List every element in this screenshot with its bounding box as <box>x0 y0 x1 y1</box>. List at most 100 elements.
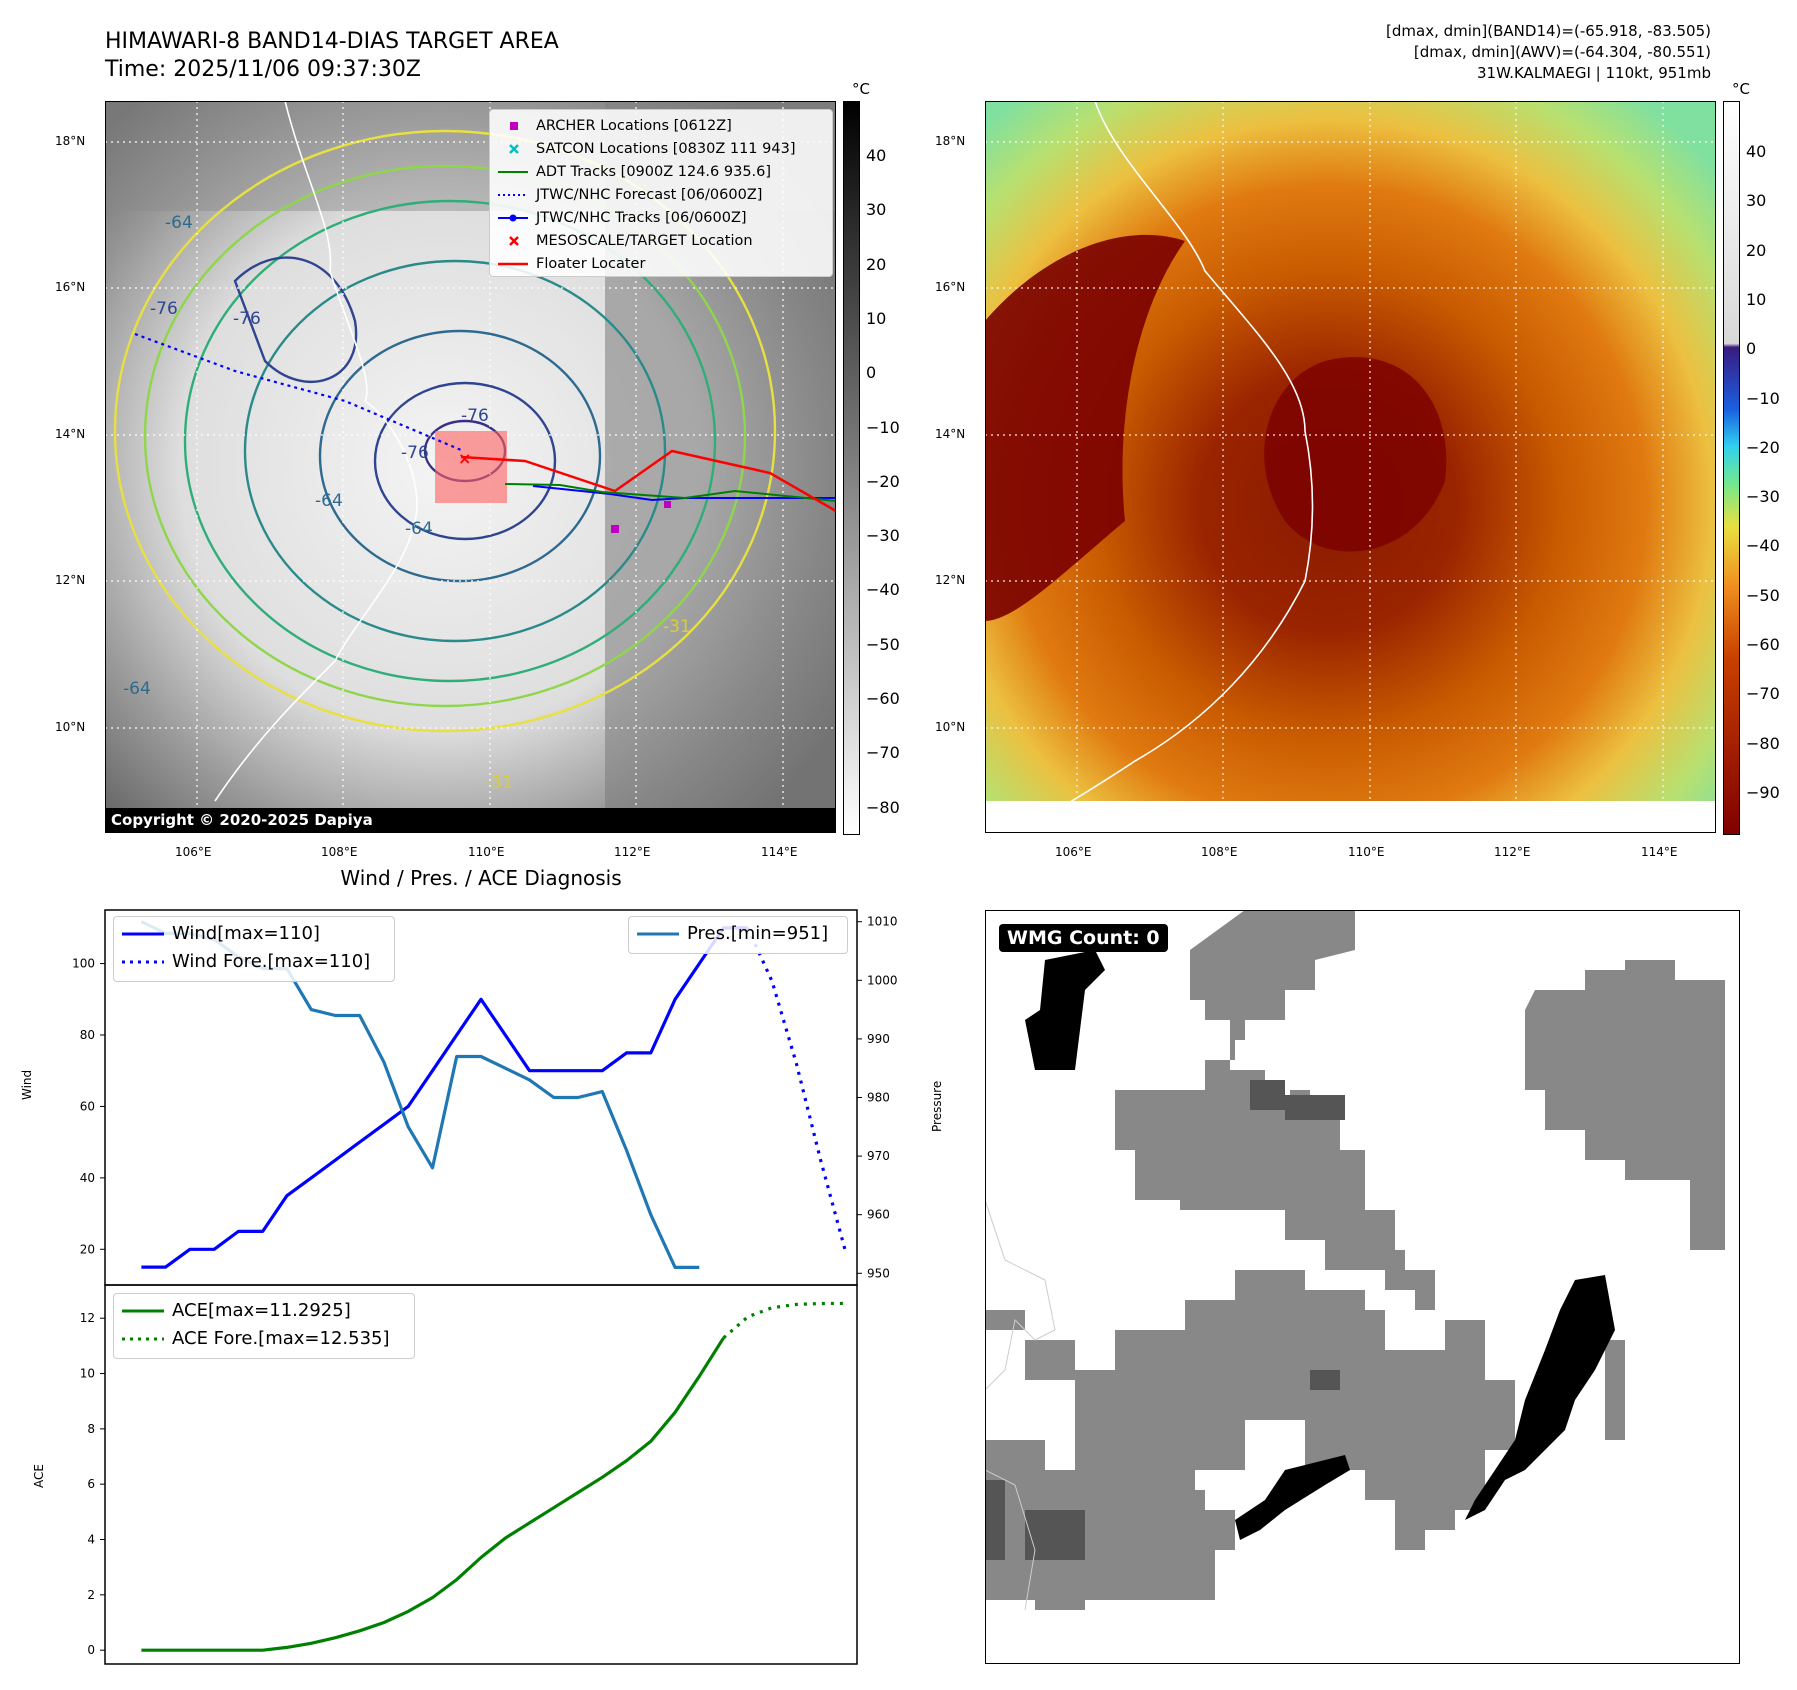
color-colorbar-tick: −90 <box>1746 782 1780 802</box>
ace-ytick-label: 2 <box>87 1588 95 1602</box>
color-map-image <box>985 100 1716 834</box>
contour-label: -31 <box>485 773 513 793</box>
wmg-frame <box>985 910 1740 1664</box>
legend-entry-archer: ARCHER Locations [0612Z] <box>498 114 828 137</box>
color-colorbar-tick: −30 <box>1746 487 1780 507</box>
color-map-panel <box>985 100 1716 834</box>
wind-axis-label: Wind <box>20 1069 34 1100</box>
pressure-line-icon <box>637 932 679 935</box>
pressure-ytick-label: 1010 <box>867 915 898 929</box>
track-line-dot-icon <box>498 214 528 221</box>
ir-colorbar-tick: 20 <box>866 254 887 274</box>
legend-entry-floater: Floater Locater <box>498 252 828 275</box>
wind-legend: Wind[max=110] Wind Fore.[max=110] <box>113 916 395 982</box>
wind-forecast-line <box>746 927 847 1250</box>
ace-forecast-line-icon <box>122 1337 164 1340</box>
ace-ytick-label: 0 <box>87 1643 95 1657</box>
legend-entry-jtwc-forecast: JTWC/NHC Forecast [06/0600Z] <box>498 183 828 206</box>
contour-label: -76 <box>401 443 429 463</box>
wind-forecast-line-icon <box>122 960 164 963</box>
target-x-icon <box>509 235 519 246</box>
legend-entry-adt: ADT Tracks [0900Z 124.6 935.6] <box>498 160 828 183</box>
lat-tick: 10°N <box>935 720 966 734</box>
pressure-axis-label: Pressure <box>930 1080 944 1132</box>
stats-line1: [dmax, dmin](BAND14)=(-65.918, -83.505) <box>1386 22 1711 40</box>
lat-tick: 14°N <box>55 427 86 441</box>
contour-label: -64 <box>315 491 343 511</box>
wmg-panel: WMG Count: 0 <box>984 910 1740 1664</box>
ir-colorbar-tick: 40 <box>866 146 887 165</box>
ir-colorbar <box>843 101 860 835</box>
ace-legend: ACE[max=11.2925] ACE Fore.[max=12.535] <box>113 1293 415 1359</box>
contour-label: -64 <box>123 679 151 699</box>
wind-pressure-plot: 20 40 60 80 100 950 960 970 980 990 1000 1010 <box>72 909 898 1286</box>
figure-title-line2: Time: 2025/11/06 09:37:30Z <box>105 57 421 82</box>
color-colorbar-tick: 30 <box>1746 191 1767 211</box>
pressure-ytick-label: 970 <box>867 1149 890 1163</box>
ir-colorbar-tick: −60 <box>866 689 900 708</box>
ace-ytick-label: 10 <box>80 1367 95 1381</box>
ir-colorbar-tick: 0 <box>866 363 877 383</box>
copyright-label: Copyright © 2020-2025 Dapiya <box>107 810 377 830</box>
legend-entry-satcon: SATCON Locations [0830Z 111 943] <box>498 137 828 160</box>
color-colorbar-tick: −50 <box>1746 585 1780 605</box>
color-colorbar-tick: −40 <box>1746 536 1780 556</box>
ace-plot: 0 2 4 6 8 10 12 <box>80 1284 858 1665</box>
color-colorbar-tick: 20 <box>1746 240 1767 260</box>
color-colorbar-tick: −70 <box>1746 684 1780 704</box>
lon-tick: 106°E <box>175 845 212 859</box>
satcon-marker-icon <box>509 143 519 154</box>
lon-tick: 110°E <box>468 845 505 859</box>
wmg-count-label: WMG Count: 0 <box>999 924 1168 952</box>
color-colorbar-tick: −10 <box>1746 388 1780 408</box>
lon-tick: 114°E <box>761 845 798 859</box>
ir-colorbar-tick: 10 <box>866 308 887 328</box>
ir-colorbar-tick: −50 <box>866 634 900 654</box>
wind-ytick-label: 40 <box>80 1171 95 1185</box>
figure-title-line1: HIMAWARI-8 BAND14-DIAS TARGET AREA <box>105 29 559 54</box>
adt-line-icon <box>498 170 528 173</box>
pressure-ytick-label: 1000 <box>867 973 898 987</box>
wind-ytick-label: 80 <box>80 1028 95 1042</box>
lat-tick: 16°N <box>935 280 966 294</box>
wind-line-icon <box>122 932 164 935</box>
ir-colorbar-tick: 30 <box>866 200 887 220</box>
archer-marker-icon <box>510 121 518 130</box>
ir-map-panel: × -76 -76 -64 -64 -64 -76 -76 -64 -31 -3… <box>105 100 837 833</box>
color-colorbar <box>1723 101 1740 835</box>
ir-map-frame <box>105 101 836 833</box>
wmg-image <box>984 910 1740 1664</box>
lat-tick: 18°N <box>55 134 86 148</box>
color-colorbar-tick: 40 <box>1746 142 1767 161</box>
lat-tick: 12°N <box>935 573 966 587</box>
color-colorbar-tick: −20 <box>1746 437 1780 457</box>
legend-entry-jtwc-tracks: JTWC/NHC Tracks [06/0600Z] <box>498 206 828 229</box>
contour-label: -31 <box>663 617 691 637</box>
ace-ytick-label: 4 <box>87 1533 95 1547</box>
ace-ytick-label: 8 <box>87 1422 95 1436</box>
pressure-legend: Pres.[min=951] <box>628 916 848 954</box>
ir-map-legend: ARCHER Locations [0612Z] SATCON Location… <box>489 109 833 277</box>
lat-tick: 10°N <box>55 720 86 734</box>
ir-colorbar-unit: °C <box>852 80 870 98</box>
stats-line3: 31W.KALMAEGI | 110kt, 951mb <box>1477 64 1711 82</box>
color-map-frame <box>985 101 1716 833</box>
pressure-ytick-label: 960 <box>867 1208 890 1222</box>
contour-label: -76 <box>461 406 489 426</box>
contour-label: -64 <box>165 213 193 233</box>
pressure-ytick-label: 980 <box>867 1091 890 1105</box>
lon-tick: 112°E <box>1494 845 1531 859</box>
lon-tick: 114°E <box>1641 845 1678 859</box>
ace-ytick-label: 6 <box>87 1477 95 1491</box>
pressure-ytick-label: 950 <box>867 1266 890 1280</box>
svg-text:×: × <box>458 449 471 468</box>
lon-tick: 108°E <box>321 845 358 859</box>
ir-colorbar-tick: −20 <box>866 471 900 491</box>
color-colorbar-tick: 0 <box>1746 339 1757 359</box>
ace-axis-label: ACE <box>32 1464 46 1488</box>
color-colorbar-tick: −60 <box>1746 635 1780 654</box>
color-colorbar-tick: −80 <box>1746 733 1780 753</box>
wind-line <box>141 926 748 1269</box>
ir-colorbar-tick: −80 <box>866 797 900 817</box>
diagnosis-chart: 20 40 60 80 100 950 960 970 980 990 1000 1010 0 2 4 6 8… <box>72 909 898 1665</box>
